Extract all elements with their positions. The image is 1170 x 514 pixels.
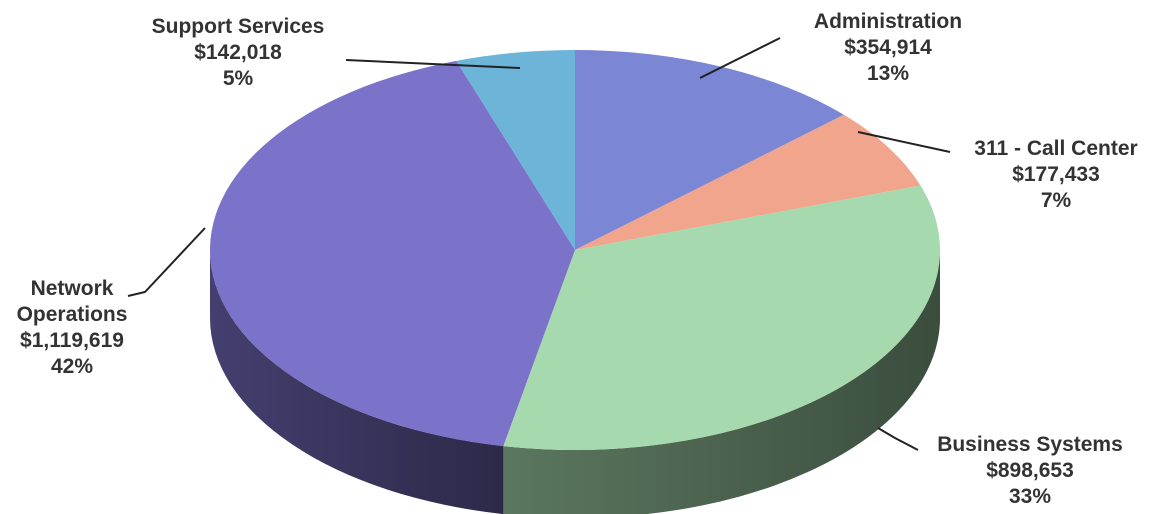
slice-value-support-services: $142,018 (194, 41, 282, 64)
leader-line-network-operations (127, 227, 206, 297)
slice-label-administration: Administration (814, 10, 962, 33)
slice-value-administration: $354,914 (844, 36, 932, 59)
pie-slice-business-systems (503, 185, 940, 450)
slice-labels: Administration $354,914 13% 311 - Call Cent… (17, 10, 1138, 508)
leader-line-support-services (345, 59, 521, 69)
pie-side-shade-network-operations (210, 250, 504, 514)
slice-value-business-systems: $898,653 (986, 459, 1074, 482)
pie-slice-support-services (456, 50, 575, 250)
pie-slice-311-call-center (575, 114, 921, 250)
slice-label-support-services: Support Services (152, 15, 325, 38)
slice-label-network-operations: Operations (17, 303, 128, 326)
slice-percent-business-systems: 33% (1009, 485, 1051, 508)
slice-percent-network-operations: 42% (51, 355, 93, 378)
slice-value-network-operations: $1,119,619 (20, 329, 124, 352)
slice-percent-administration: 13% (867, 62, 909, 85)
pie-top-layer (210, 50, 940, 450)
slice-label-network-operations: Network (31, 277, 114, 300)
slice-label-business-systems: Business Systems (937, 433, 1123, 456)
slice-value-311-call-center: $177,433 (1012, 163, 1100, 186)
slice-percent-support-services: 5% (223, 67, 254, 90)
slice-percent-311-call-center: 7% (1041, 189, 1072, 212)
pie-side-layer (210, 250, 940, 514)
pie-slice-administration (575, 50, 844, 250)
leader-line-administration (699, 37, 781, 79)
leader-lines (127, 37, 951, 451)
pie-slice-network-operations (210, 60, 575, 447)
leader-line-business-systems (877, 427, 919, 451)
slice-label-311-call-center: 311 - Call Center (974, 137, 1137, 160)
pie-side-shade-business-systems (503, 250, 940, 514)
leader-line-311-call-center (857, 131, 951, 153)
